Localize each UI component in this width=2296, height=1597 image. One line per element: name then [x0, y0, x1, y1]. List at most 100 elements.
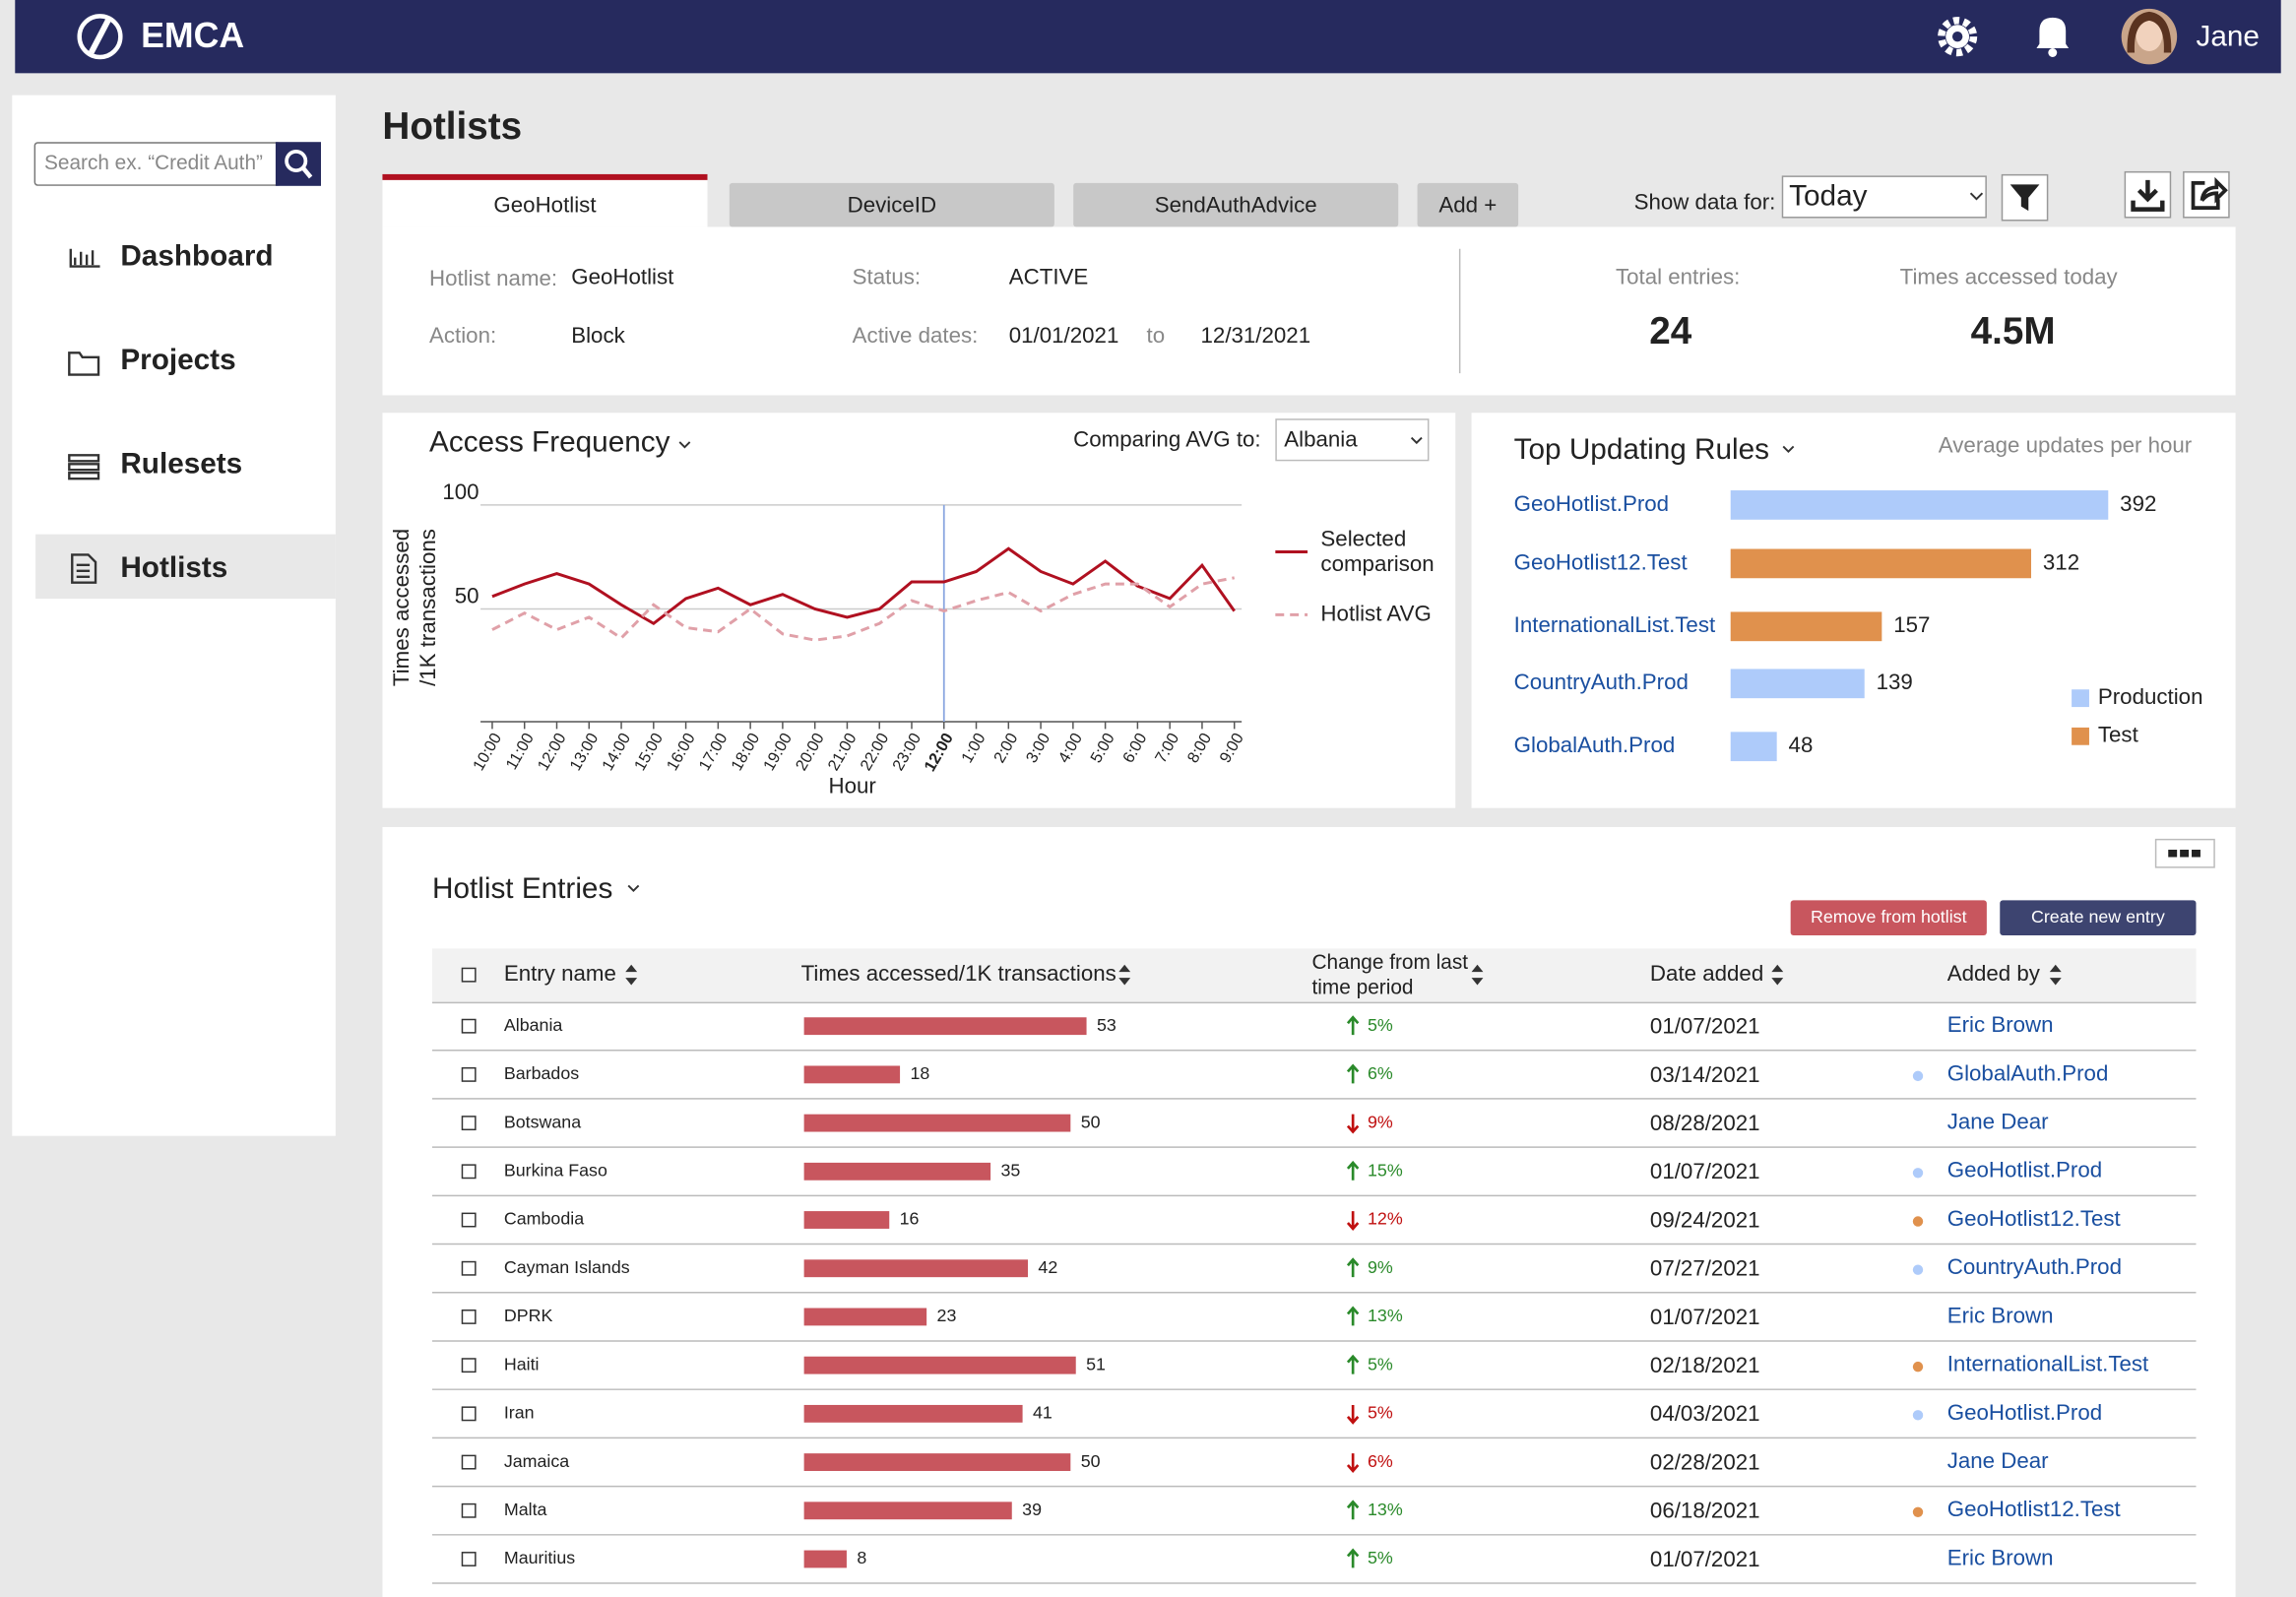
- panel-title[interactable]: Top Updating Rules: [1514, 433, 1769, 466]
- tab-label[interactable]: SendAuthAdvice: [1155, 193, 1317, 218]
- sort-icon[interactable]: [2049, 964, 2062, 986]
- row-checkbox[interactable]: [461, 1066, 477, 1082]
- bar: [803, 1017, 1087, 1036]
- column-header[interactable]: Entry name: [504, 961, 616, 986]
- column-header-text[interactable]: Change from last time period: [1311, 949, 1469, 998]
- added-by[interactable]: GeoHotlist.Prod: [1947, 1400, 2102, 1425]
- y-axis-label: /1K transactions: [415, 529, 440, 686]
- added-by[interactable]: InternationalList.Test: [1947, 1352, 2149, 1376]
- legend-entry: Selected comparison: [1320, 527, 1434, 577]
- rule-name[interactable]: GeoHotlist.Prod: [1514, 491, 1669, 516]
- rule-name[interactable]: CountryAuth.Prod: [1514, 670, 1689, 694]
- rule-name[interactable]: InternationalList.Test: [1514, 612, 1716, 637]
- select-caret: [1969, 192, 1984, 201]
- row-checkbox[interactable]: [461, 1310, 477, 1324]
- avatar[interactable]: [2121, 8, 2178, 65]
- entry-name: Iran: [504, 1403, 535, 1423]
- added-by[interactable]: CountryAuth.Prod: [1947, 1254, 2122, 1279]
- row-checkbox[interactable]: [461, 1454, 477, 1470]
- added-by[interactable]: Eric Brown: [1947, 1012, 2054, 1037]
- rule-name[interactable]: GlobalAuth.Prod: [1514, 733, 1676, 757]
- row-checkbox[interactable]: [461, 1358, 477, 1373]
- bar-value: 18: [910, 1063, 929, 1083]
- create-button[interactable]: [2000, 900, 2197, 936]
- date-added: 03/14/2021: [1650, 1062, 1760, 1087]
- compare-select[interactable]: [1275, 418, 1430, 462]
- row-checkbox[interactable]: [461, 1164, 477, 1180]
- nav-active-bg: [35, 534, 336, 600]
- select-caret: [1410, 436, 1423, 445]
- legend-label: Production: [2098, 684, 2203, 709]
- label: Times accessed today: [1900, 264, 2119, 288]
- tab[interactable]: [729, 182, 1054, 227]
- bar: [803, 1308, 927, 1326]
- button-label[interactable]: Remove from hotlist: [1811, 907, 1967, 926]
- added-by[interactable]: GlobalAuth.Prod: [1947, 1060, 2109, 1085]
- column-header[interactable]: Times accessed/1K transactions: [801, 961, 1116, 986]
- dropdown-caret[interactable]: [627, 884, 640, 893]
- nav-item[interactable]: Rulesets: [120, 448, 242, 480]
- bar: [803, 1550, 847, 1568]
- tab[interactable]: [382, 175, 708, 227]
- period-select[interactable]: [1781, 175, 1987, 219]
- tab-label[interactable]: DeviceID: [848, 193, 936, 218]
- added-by[interactable]: Jane Dear: [1947, 1109, 2049, 1133]
- added-by[interactable]: Eric Brown: [1947, 1545, 2054, 1569]
- share-icon: [2191, 176, 2228, 210]
- bar: [803, 1211, 890, 1229]
- row-checkbox[interactable]: [461, 1116, 477, 1131]
- sort-icon[interactable]: [625, 964, 638, 986]
- row-checkbox[interactable]: [461, 1260, 477, 1276]
- sort-icon[interactable]: [1771, 964, 1784, 986]
- added-by[interactable]: GeoHotlist.Prod: [1947, 1158, 2102, 1182]
- rule-name[interactable]: GeoHotlist12.Test: [1514, 549, 1689, 574]
- added-by[interactable]: GeoHotlist12.Test: [1947, 1206, 2122, 1231]
- panel-title[interactable]: Access Frequency: [429, 425, 670, 458]
- sort-icon[interactable]: [1471, 964, 1484, 986]
- bar-value: 51: [1086, 1354, 1106, 1373]
- label: Status:: [853, 264, 921, 288]
- dropdown-caret[interactable]: [1782, 445, 1795, 454]
- row-checkbox[interactable]: [461, 1018, 477, 1034]
- source-dot: [1912, 1361, 1924, 1373]
- row-checkbox[interactable]: [461, 1502, 477, 1518]
- tab-label[interactable]: Add +: [1438, 193, 1497, 218]
- search-button[interactable]: [275, 142, 322, 186]
- added-by[interactable]: Eric Brown: [1947, 1303, 2054, 1327]
- date-added: 01/07/2021: [1650, 1305, 1760, 1329]
- row-checkbox[interactable]: [461, 1552, 477, 1566]
- table-header: [431, 948, 2197, 1003]
- tab-label[interactable]: GeoHotlist: [493, 193, 597, 218]
- nav-item[interactable]: Hotlists: [120, 551, 227, 584]
- button-label[interactable]: Create new entry: [2031, 907, 2165, 926]
- column-header[interactable]: Date added: [1650, 961, 1763, 986]
- panel-title[interactable]: Hotlist Entries: [432, 872, 612, 905]
- notifications-icon[interactable]: [2036, 17, 2070, 57]
- tab[interactable]: [1417, 182, 1519, 227]
- settings-icon[interactable]: [1938, 17, 1978, 57]
- entry-name: Mauritius: [504, 1548, 575, 1567]
- tab[interactable]: [1073, 182, 1399, 227]
- compare-value: Albania: [1284, 426, 1358, 451]
- line-series: [491, 546, 1236, 626]
- remove-button[interactable]: [1790, 900, 1987, 936]
- bar-value: 139: [1877, 670, 1913, 694]
- column-header[interactable]: Added by: [1947, 961, 2041, 986]
- user-name[interactable]: Jane: [2196, 21, 2259, 53]
- label: Total entries:: [1616, 264, 1740, 288]
- source-dot: [1912, 1264, 1924, 1275]
- sort-icon[interactable]: [1118, 964, 1131, 986]
- dropdown-caret[interactable]: [678, 441, 691, 449]
- row-checkbox[interactable]: [461, 1406, 477, 1422]
- source-dot: [1912, 1070, 1924, 1082]
- added-by[interactable]: Jane Dear: [1947, 1448, 2049, 1473]
- rules-panel: [1471, 413, 2236, 808]
- legend-swatch: [2072, 727, 2089, 745]
- nav-item[interactable]: Projects: [120, 344, 235, 376]
- nav-item[interactable]: Dashboard: [120, 240, 273, 273]
- select-all-checkbox[interactable]: [461, 967, 477, 983]
- source-dot: [1912, 1216, 1924, 1227]
- added-by[interactable]: GeoHotlist12.Test: [1947, 1497, 2122, 1521]
- row-checkbox[interactable]: [461, 1212, 477, 1228]
